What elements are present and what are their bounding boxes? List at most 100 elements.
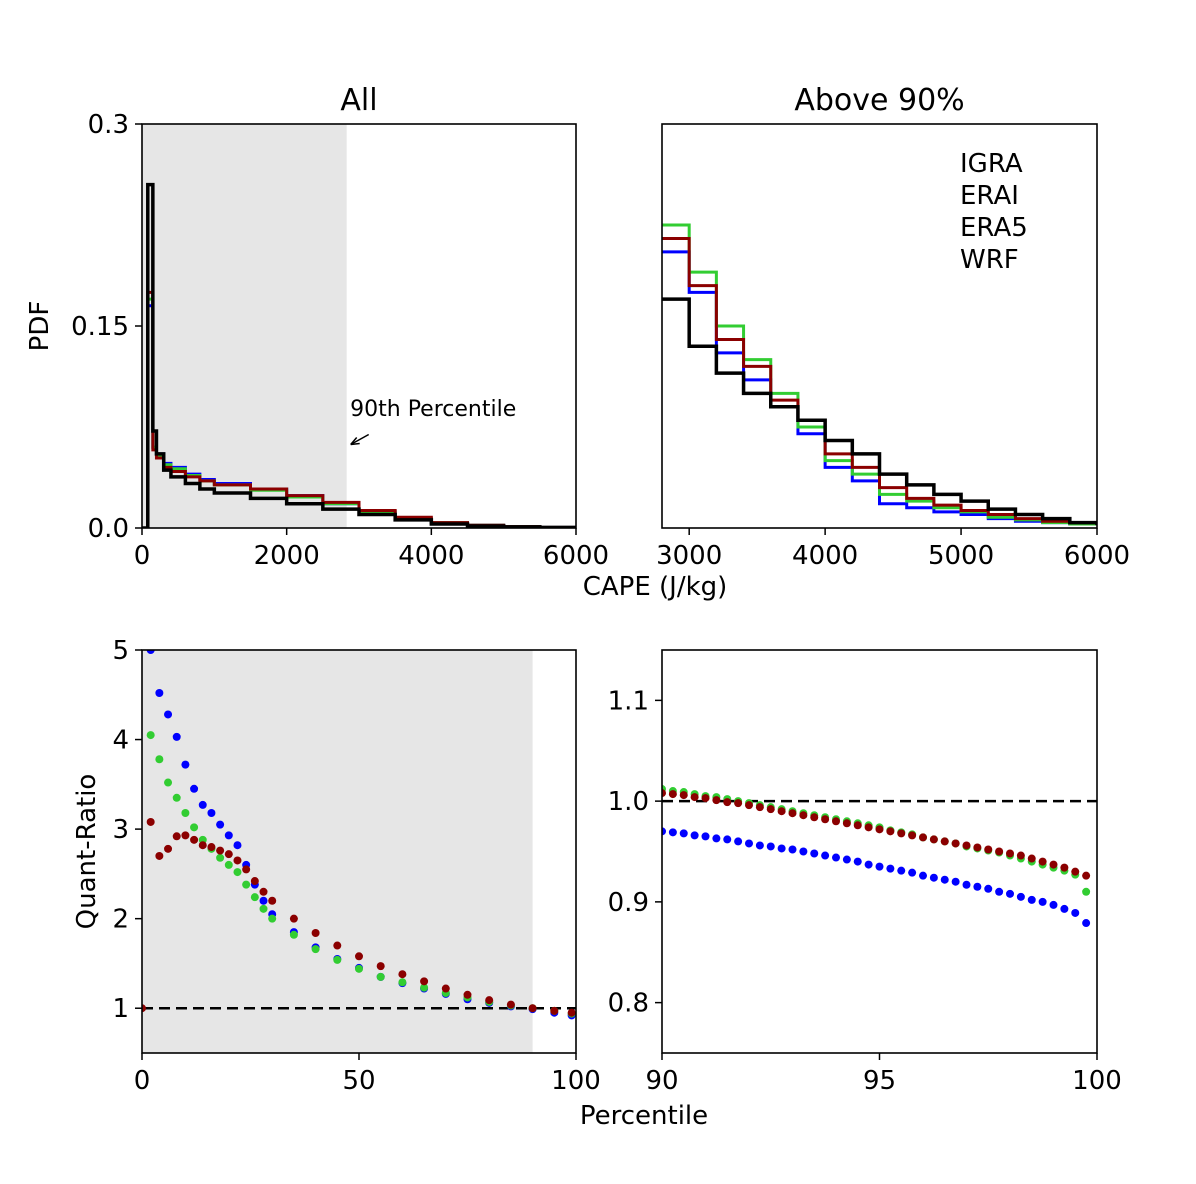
bottom-left-point-era5 <box>146 731 155 740</box>
bottom-right-axes-frame <box>661 649 1098 1054</box>
bottom-left-point-erai <box>224 831 233 840</box>
bottom-left-x-tick-label: 100 <box>551 1066 601 1096</box>
bottom-left-point-wrf <box>142 1004 146 1013</box>
bottom-right-point-erai <box>940 875 949 884</box>
bottom-right-x-tick-label: 90 <box>645 1066 678 1096</box>
top-left-panel: 0 2000 4000 6000 0.0 0.15 0.3 All PDF 90th Percen… <box>25 83 609 571</box>
top-right-x-tick-label: 6000 <box>1064 541 1130 571</box>
top-right-series-wrf <box>662 236 1097 525</box>
bottom-left-point-wrf <box>207 843 216 852</box>
bottom-right-point-erai <box>951 877 960 886</box>
bottom-left-x-tick-label: 0 <box>134 1066 151 1096</box>
bottom-right-point-erai <box>690 831 699 840</box>
bottom-left-point-erai <box>190 784 199 793</box>
top-right-legend-era5: ERA5 <box>960 213 1028 243</box>
bottom-left-point-era5 <box>333 955 342 964</box>
bottom-right-point-erai <box>799 847 808 856</box>
bottom-left-y-tick-label: 5 <box>112 636 129 666</box>
bottom-right-point-erai <box>745 839 753 848</box>
bottom-left-point-era5 <box>250 893 259 902</box>
bottom-left-point-era5 <box>242 880 251 889</box>
bottom-left-x-tick-label: 50 <box>342 1066 375 1096</box>
top-right-title: Above 90% <box>794 83 964 118</box>
bottom-left-point-era5 <box>420 983 429 992</box>
bottom-left-panel: 0 50 100 1 2 3 4 5 Quant-Ratio <box>72 636 601 1096</box>
bottom-left-point-erai <box>181 760 190 769</box>
top-left-x-tick-label: 4000 <box>398 541 464 571</box>
bottom-right-point-erai <box>766 842 775 851</box>
bottom-right-point-erai <box>662 827 666 836</box>
bottom-left-point-wrf <box>198 841 207 850</box>
bottom-right-point-wrf <box>1038 857 1047 866</box>
bottom-left-point-erai <box>207 808 216 817</box>
top-left-y-tick-label: 0.15 <box>71 312 129 342</box>
bottom-left-point-era5 <box>181 808 190 817</box>
bottom-right-point-wrf <box>668 790 677 799</box>
bottom-left-y-tick-label: 3 <box>112 815 129 845</box>
bottom-left-point-wrf <box>172 832 181 841</box>
bottom-right-panel: 90 95 100 0.8 0.9 1.0 1.1 <box>608 649 1122 1096</box>
bottom-right-point-wrf <box>723 798 732 807</box>
bottom-right-plot-area <box>662 785 1097 928</box>
bottom-left-point-wrf <box>420 977 429 986</box>
bottom-right-point-wrf <box>766 805 775 814</box>
top-left-y-tick-label: 0.3 <box>88 110 129 140</box>
top-right-legend-igra: IGRA <box>960 149 1023 179</box>
top-left-y-tick-label: 0.0 <box>88 514 129 544</box>
top-left-title: All <box>340 83 377 118</box>
bottom-left-point-era5 <box>216 853 225 862</box>
bottom-left-point-wrf <box>398 970 407 979</box>
top-right-x-tick-label: 4000 <box>792 541 858 571</box>
bottom-right-x-tick-label: 95 <box>863 1066 896 1096</box>
bottom-right-point-wrf <box>734 799 743 808</box>
bottom-right-y-tick-label: 1.0 <box>608 787 649 817</box>
top-right-legend-erai: ERAI <box>960 181 1019 211</box>
bottom-left-y-tick-label: 1 <box>112 994 129 1024</box>
bottom-right-point-erai <box>734 837 743 846</box>
bottom-right-x-tick-label: 100 <box>1072 1066 1122 1096</box>
bottom-left-point-erai <box>216 820 225 829</box>
bottom-left-point-era5 <box>190 823 199 832</box>
bottom-left-point-wrf <box>259 887 268 896</box>
bottom-right-point-erai <box>1060 904 1069 913</box>
bottom-left-point-wrf <box>311 928 320 937</box>
bottom-left-y-tick-label: 2 <box>112 905 129 935</box>
bottom-left-point-era5 <box>376 972 385 981</box>
bottom-left-point-wrf <box>268 896 277 905</box>
bottom-right-point-wrf <box>908 831 917 840</box>
bottom-right-point-wrf <box>951 839 960 848</box>
bottom-right-point-wrf <box>864 823 873 832</box>
bottom-left-point-wrf <box>463 990 472 999</box>
top-right-x-tick-label: 3000 <box>656 541 722 571</box>
bottom-right-point-erai <box>908 868 917 877</box>
bottom-right-point-wrf <box>886 827 895 836</box>
bottom-left-point-wrf <box>506 1000 515 1009</box>
bottom-right-point-erai <box>984 884 993 893</box>
bottom-right-point-erai <box>712 834 721 843</box>
bottom-right-point-erai <box>1006 889 1014 898</box>
bottom-left-point-wrf <box>550 1006 559 1015</box>
bottom-right-point-erai <box>1082 919 1091 928</box>
bottom-right-point-erai <box>723 835 732 844</box>
bottom-right-point-wrf <box>821 815 830 824</box>
bottom-right-point-erai <box>897 866 906 875</box>
bottom-left-point-wrf <box>181 831 190 840</box>
bottom-right-point-wrf <box>755 803 764 812</box>
bottom-right-point-erai <box>1038 897 1047 906</box>
bottom-left-point-era5 <box>233 868 242 877</box>
bottom-right-point-wrf <box>995 847 1004 856</box>
bottom-right-point-erai <box>886 864 895 873</box>
bottom-right-point-erai <box>668 828 677 837</box>
bottom-left-y-tick-label: 4 <box>112 726 129 756</box>
bottom-left-point-era5 <box>311 945 320 954</box>
bottom-right-point-erai <box>995 887 1004 896</box>
top-left-annotation-arrow <box>350 433 370 446</box>
bottom-left-point-erai <box>259 896 268 905</box>
bottom-right-point-erai <box>929 873 938 882</box>
bottom-right-point-erai <box>875 862 884 871</box>
bottom-left-point-wrf <box>216 846 225 855</box>
bottom-right-point-wrf <box>832 817 840 826</box>
bottom-right-point-erai <box>755 841 764 850</box>
top-right-legend-wrf: WRF <box>960 245 1019 275</box>
